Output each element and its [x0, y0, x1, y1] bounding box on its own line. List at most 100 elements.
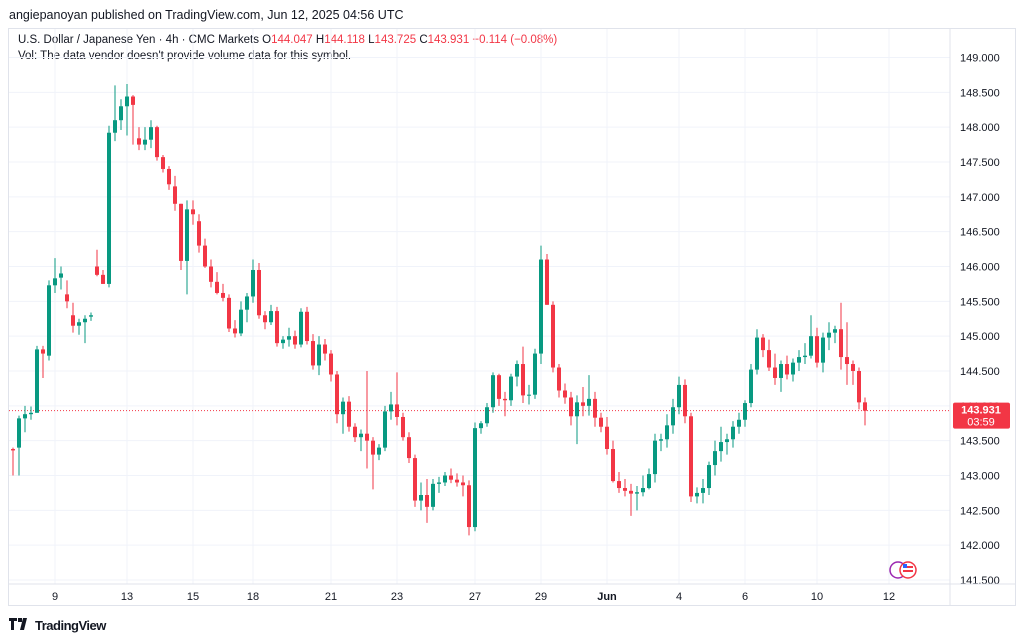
candle-body [485, 407, 489, 424]
candle-body [137, 138, 141, 145]
candle-body [563, 390, 567, 398]
candle-body [587, 398, 591, 406]
candle-body [857, 371, 861, 403]
candle-body [455, 479, 459, 483]
y-tick-label: 148.500 [960, 87, 1000, 99]
candle-body [497, 375, 501, 399]
open-value: 144.047 [271, 34, 313, 46]
candle-body [599, 417, 603, 427]
price-tag-value: 143.931 [961, 405, 1001, 417]
footer: TradingView [9, 618, 106, 633]
candle-body [395, 404, 399, 417]
symbol-title[interactable]: U.S. Dollar / Japanese Yen · 4h · CMC Ma… [18, 34, 259, 46]
candle-body [257, 269, 261, 316]
y-tick-label: 142.000 [960, 540, 1000, 552]
candle-body [191, 209, 195, 215]
candle-body [89, 315, 93, 317]
x-tick-label: 27 [469, 591, 481, 603]
candle-body [653, 440, 657, 475]
candle-body [635, 492, 639, 494]
candle-body [617, 481, 621, 489]
volume-note: Vol: The data vendor doesn't provide vol… [18, 50, 352, 62]
candle-body [521, 364, 525, 396]
close-value: 143.931 [427, 34, 470, 46]
y-tick-label: 148.000 [960, 122, 1000, 134]
low-value: 143.725 [374, 34, 417, 46]
candle-body [173, 186, 177, 204]
candle-body [623, 488, 627, 491]
candle-body [641, 488, 645, 493]
candle-body [671, 407, 675, 426]
candle-body [143, 139, 147, 145]
candle-body [17, 418, 21, 448]
symbol-legend: U.S. Dollar / Japanese Yen · 4h · CMC Ma… [18, 34, 557, 46]
candle-body [749, 369, 753, 404]
candle-body [215, 281, 219, 293]
x-tick-label: Jun [597, 591, 617, 603]
candle-body [53, 278, 57, 286]
us-flag-stripe-icon [903, 570, 913, 572]
y-tick-label: 145.000 [960, 331, 1000, 343]
candle-body [839, 329, 843, 358]
candle-body [119, 106, 123, 121]
candle-body [419, 495, 423, 501]
candle-body [665, 425, 669, 440]
candle-body [629, 490, 633, 494]
candle-body [83, 318, 87, 323]
candle-body [47, 285, 51, 356]
candle-body [797, 357, 801, 363]
y-tick-label: 143.500 [960, 436, 1000, 448]
candle-body [389, 404, 393, 412]
candle-body [545, 259, 549, 305]
candle-body [503, 398, 507, 401]
candle-body [359, 433, 363, 438]
candle-body [35, 349, 39, 413]
candle-body [95, 266, 99, 275]
x-tick-label: 6 [742, 591, 748, 603]
candle-body [581, 402, 585, 406]
candle-body [155, 127, 159, 158]
candle-body [335, 374, 339, 415]
candle-body [407, 437, 411, 459]
candle-body [683, 384, 687, 417]
candle-body [29, 412, 33, 415]
tradingview-logo-icon[interactable] [9, 618, 29, 633]
candle-body [527, 394, 531, 396]
candle-body [719, 442, 723, 452]
high-label: H [315, 34, 325, 46]
candle-body [23, 414, 27, 419]
candle-body [851, 364, 855, 371]
x-tick-label: 12 [883, 591, 895, 603]
change-value: −0.114 (−0.08%) [472, 34, 558, 46]
candle-body [515, 364, 519, 377]
candle-body [467, 485, 471, 528]
candle-body [305, 311, 309, 342]
candle-body [689, 416, 693, 497]
close-label: C [419, 34, 428, 46]
candle-body [551, 304, 555, 368]
x-tick-label: 4 [676, 591, 682, 603]
candle-body [695, 492, 699, 497]
y-tick-label: 145.500 [960, 296, 1000, 308]
candle-body [293, 336, 297, 345]
candle-body [377, 447, 381, 455]
candle-body [737, 419, 741, 427]
us-flag-stripe-icon [903, 566, 913, 568]
candle-body [275, 311, 279, 344]
candle-body [161, 157, 165, 169]
price-tag-countdown: 03:59 [967, 417, 995, 429]
candle-body [413, 458, 417, 501]
candle-body [863, 402, 867, 411]
candle-body [767, 350, 771, 368]
publisher-line: angiepanoyan published on TradingView.co… [9, 8, 404, 22]
tradingview-brand[interactable]: TradingView [35, 618, 106, 633]
candle-body [149, 127, 153, 140]
candle-body [677, 384, 681, 408]
candle-body [593, 398, 597, 418]
candle-body [791, 362, 795, 375]
candle-body [479, 423, 483, 429]
candle-body [281, 339, 285, 344]
candle-body [473, 428, 477, 528]
candle-body [131, 96, 135, 105]
